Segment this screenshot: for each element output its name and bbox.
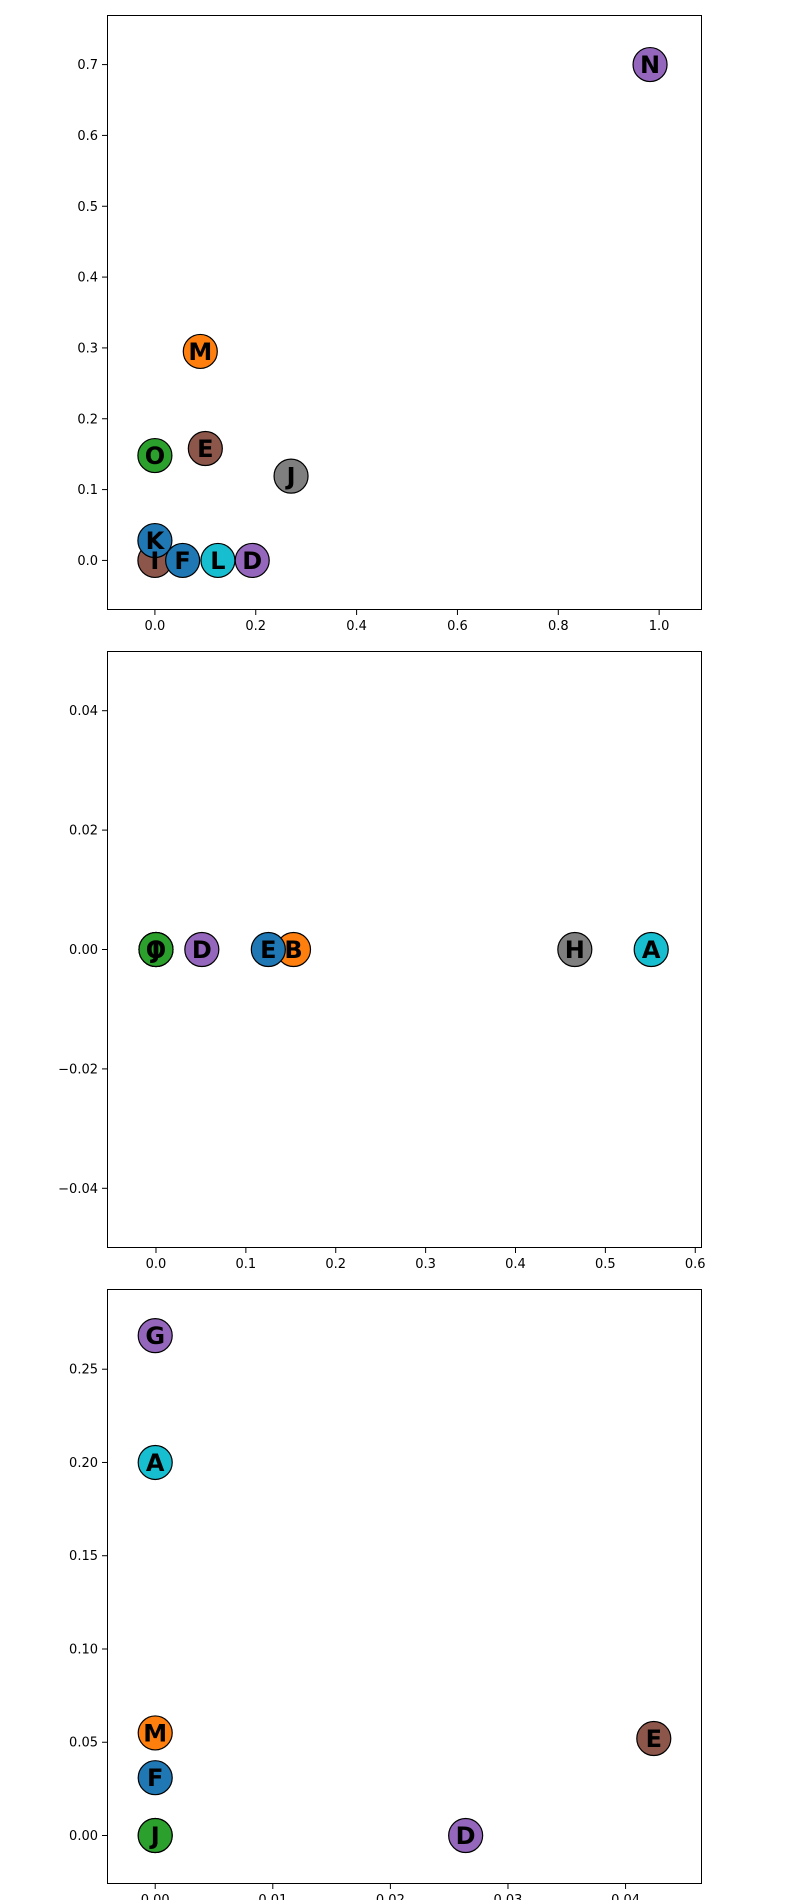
point-i-label: I <box>151 1822 160 1850</box>
x-tick-label: 0.2 <box>325 1257 346 1272</box>
point-d-label: D <box>456 1822 476 1850</box>
y-tick-label: 0.02 <box>69 824 98 839</box>
point-f-label: F <box>174 547 190 575</box>
point-m-marker <box>137 1715 173 1751</box>
y-tick-label: 0.20 <box>69 1456 98 1471</box>
point-b-label: B <box>284 936 302 964</box>
point-o-label: O <box>145 442 165 470</box>
x-tick-label: 0.2 <box>245 619 266 634</box>
point-m-label: M <box>188 338 212 366</box>
point-a-marker <box>633 931 669 968</box>
x-tick-label: 0.4 <box>346 619 367 634</box>
y-tick-label: 0.00 <box>69 1829 98 1844</box>
point-k-marker <box>137 522 173 559</box>
y-tick-label: 0.05 <box>69 1736 98 1751</box>
point-i-marker <box>137 1817 173 1854</box>
points-layer: IKF L D O E J M N <box>137 46 668 579</box>
point-g-label: G <box>145 1322 165 1350</box>
y-tick-label: 0.2 <box>77 412 98 427</box>
point-f-label: F <box>147 1764 163 1792</box>
point-o-marker <box>137 437 173 474</box>
x-tick-label: 0.8 <box>548 619 569 634</box>
x-tick-label: 0.00 <box>141 1893 170 1900</box>
x-tick-label: 0.01 <box>258 1893 287 1900</box>
y-tick-label: 0.15 <box>69 1549 98 1564</box>
point-e-marker <box>187 430 223 467</box>
x-tick-label: 0.5 <box>595 1257 616 1272</box>
point-l-label: L <box>210 547 225 575</box>
x-tick-label: 0.02 <box>376 1893 405 1900</box>
points-layer: G A MF JI D E <box>137 1318 672 1854</box>
y-tick-label: −0.02 <box>58 1062 98 1077</box>
point-f-marker <box>137 1760 173 1796</box>
point-d-label: D <box>242 547 262 575</box>
y-tick-label: 0.5 <box>77 200 98 215</box>
y-tick-label: 0.4 <box>77 271 98 286</box>
point-n-marker <box>632 46 668 83</box>
point-h-label: H <box>565 936 585 964</box>
x-tick-label: 0.1 <box>236 1257 257 1272</box>
point-f-marker <box>165 542 201 579</box>
point-d-marker <box>234 542 270 579</box>
point-j-label: J <box>285 463 296 491</box>
point-a-marker <box>137 1444 173 1481</box>
y-tick-label: −0.04 <box>58 1182 98 1197</box>
axes-frame <box>107 1289 702 1884</box>
axes-frame <box>107 651 702 1248</box>
point-i-label: I <box>150 547 159 575</box>
x-tick-label: 0.03 <box>494 1893 523 1900</box>
point-i-label: I <box>152 936 161 964</box>
y-tick-label: 0.25 <box>69 1363 98 1378</box>
point-j-label: J <box>150 936 161 964</box>
y-tick-label: 0.00 <box>69 943 98 958</box>
axes-frame <box>107 15 702 610</box>
point-a-label: A <box>642 936 661 964</box>
x-tick-label: 0.04 <box>611 1893 640 1900</box>
y-tick-label: 0.10 <box>69 1642 98 1657</box>
y-tick-label: 0.3 <box>77 341 98 356</box>
point-k-label: K <box>146 527 166 555</box>
point-i-marker <box>138 931 174 968</box>
chart-panel-3: 0.00 0.01 0.02 0.03 0.04 0.00 0.05 0.10 0.15 0.20… <box>69 1289 702 1900</box>
chart-panel-1: 0.0 0.2 0.4 0.6 0.8 1.0 0.0 0.1 0.2 0.3 0.4 0.5 0.6 0… <box>77 15 702 634</box>
point-o-label: O <box>146 936 166 964</box>
y-tick-label: 0.6 <box>77 129 98 144</box>
point-m-marker <box>182 333 218 370</box>
point-d-marker <box>448 1817 484 1854</box>
point-e-label: E <box>260 936 276 964</box>
x-tick-label: 0.0 <box>146 1257 167 1272</box>
points-layer: OJI D BE H A <box>138 931 669 968</box>
x-tick-label: 0.6 <box>685 1257 706 1272</box>
point-j-label: J <box>149 1822 160 1850</box>
y-tick-label: 0.7 <box>77 58 98 73</box>
point-d-marker <box>184 931 220 968</box>
x-tick-label: 0.6 <box>447 619 468 634</box>
point-a-label: A <box>146 1449 165 1477</box>
y-tick-label: 0.0 <box>77 554 98 569</box>
point-j-marker <box>273 458 309 494</box>
point-n-label: N <box>640 51 660 79</box>
point-e-label: E <box>197 435 213 463</box>
point-e-marker <box>636 1720 672 1757</box>
x-tick-label: 0.3 <box>415 1257 436 1272</box>
y-tick-label: 0.1 <box>77 483 98 498</box>
point-e-label: E <box>646 1725 662 1753</box>
chart-panel-2: 0.0 0.1 0.2 0.3 0.4 0.5 0.6 −0.04 −0.02 0.00 0.02 0… <box>58 651 706 1272</box>
x-tick-label: 0.0 <box>145 619 166 634</box>
point-h-marker <box>557 931 593 968</box>
x-tick-label: 1.0 <box>649 619 670 634</box>
point-m-label: M <box>143 1719 167 1747</box>
x-tick-label: 0.4 <box>505 1257 526 1272</box>
point-g-marker <box>137 1318 173 1354</box>
point-d-label: D <box>192 936 212 964</box>
point-e-marker <box>250 931 286 968</box>
y-tick-label: 0.04 <box>69 704 98 719</box>
